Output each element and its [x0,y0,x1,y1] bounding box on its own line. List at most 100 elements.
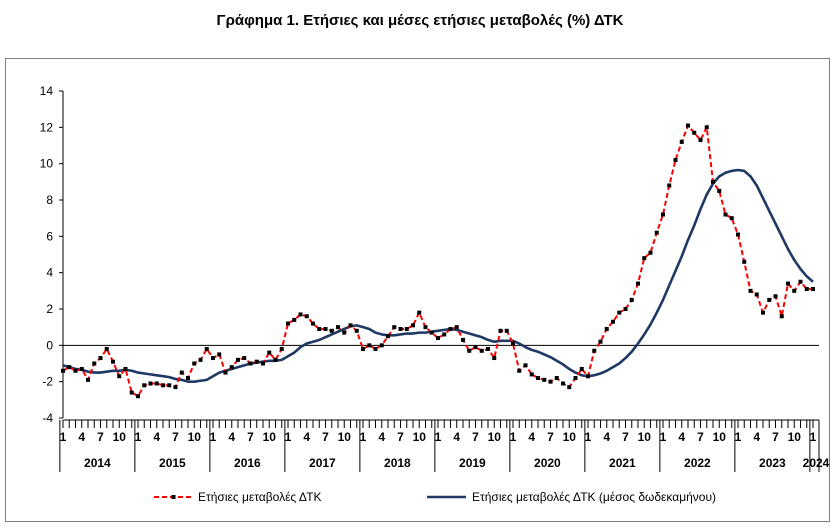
y-tick-label: 10 [40,157,54,171]
data-point-annual [267,350,272,355]
data-point-annual [779,314,784,319]
data-point-annual [773,294,778,299]
y-tick-label: 14 [40,84,54,98]
legend-label-average: Ετήσιες μεταβολές ΔΤΚ (μέσος δωδεκαμήνου… [472,490,716,504]
y-tick-label: 12 [40,120,54,134]
data-point-annual [729,216,734,221]
data-point-annual [711,179,715,184]
y-tick-label: -4 [42,411,53,425]
x-tick-label-year: 2019 [459,456,486,470]
data-point-annual [104,346,109,351]
data-point-annual [517,368,522,373]
data-point-annual [229,365,234,370]
data-point-annual [567,385,572,390]
data-point-annual [673,158,678,163]
data-point-annual [336,325,340,330]
data-point-annual [636,281,640,286]
data-point-annual [217,352,222,357]
x-tick-label-month: 10 [488,430,502,444]
x-tick-label-month: 4 [453,430,460,444]
x-tick-label-month: 1 [285,430,292,444]
data-point-annual [592,348,597,353]
x-tick-label-year: 2021 [609,456,636,470]
data-point-annual [211,356,215,361]
data-point-annual [173,385,178,390]
y-tick-label: 8 [46,193,53,207]
data-point-annual [479,348,484,353]
data-point-annual [61,368,65,373]
data-point-annual [242,356,247,361]
data-point-annual [786,281,790,286]
data-point-annual [679,139,684,144]
y-tick-label: 6 [46,229,53,243]
data-point-annual [548,379,553,384]
data-point-annual [754,292,759,297]
x-tick-label-month: 1 [135,430,142,444]
data-point-annual [167,383,172,388]
data-point-annual [498,328,503,333]
data-point-annual [286,321,290,326]
x-tick-label-month: 7 [97,430,104,444]
series-line-average [62,168,814,383]
data-point-annual [304,314,309,319]
data-point-annual [661,212,665,217]
data-point-annual [317,326,322,331]
data-point-annual [617,310,622,315]
data-point-annual [423,325,428,330]
x-tick-label-month: 1 [60,430,67,444]
y-tick-label: 2 [46,302,53,316]
data-point-annual [504,328,509,333]
x-tick-label-month: 10 [263,430,277,444]
data-point-annual [129,390,134,395]
data-point-annual [792,288,797,293]
data-point-annual [273,357,278,362]
data-point-annual [723,212,728,217]
data-point-annual [611,319,615,324]
x-tick-label-month: 4 [228,430,235,444]
data-point-annual [73,368,78,373]
x-tick-label-month: 10 [188,430,202,444]
data-point-annual [204,346,209,351]
x-tick-label-month: 7 [697,430,704,444]
data-point-annual [417,310,422,315]
data-point-annual [86,377,90,382]
data-point-annual [804,287,809,292]
data-point-annual [311,321,315,326]
x-tick-label-year: 2018 [384,456,411,470]
chart-title: Γράφημα 1. Ετήσιες και μέσες ετήσιες μετ… [216,12,624,29]
data-point-annual [67,365,72,370]
series-line-annual [62,123,813,398]
x-tick-label-month: 7 [472,430,479,444]
data-point-annual [448,326,453,331]
data-point-annual [742,259,747,264]
data-point-annual [386,334,390,339]
data-point-annual [354,328,359,333]
x-tick-label-year: 2022 [684,456,711,470]
data-point-annual [123,366,128,371]
x-tick-label-month: 4 [78,430,85,444]
data-point-annual [461,337,465,342]
x-tick-label-year: 2020 [534,456,561,470]
x-tick-label-month: 10 [413,430,427,444]
data-point-annual [704,125,709,130]
x-tick-label-year: 2024 [803,456,830,470]
data-point-annual [192,361,197,366]
y-tick-label: 4 [46,266,53,280]
data-point-annual [379,343,384,348]
data-point-annual [248,361,253,366]
x-tick-label-month: 10 [638,430,652,444]
chart-frame [5,58,830,522]
x-tick-label-month: 4 [378,430,385,444]
data-point-annual [579,366,584,371]
x-tick-label-month: 7 [322,430,329,444]
data-point-annual [111,359,115,364]
data-point-annual [573,376,578,381]
data-point-annual [748,288,753,293]
data-point-annual [698,138,703,143]
data-point-annual [654,230,659,235]
data-point-annual [154,381,159,386]
data-point-annual [292,317,297,322]
x-tick-label-month: 4 [153,430,160,444]
data-point-annual [767,297,772,302]
data-point-annual [117,374,122,379]
